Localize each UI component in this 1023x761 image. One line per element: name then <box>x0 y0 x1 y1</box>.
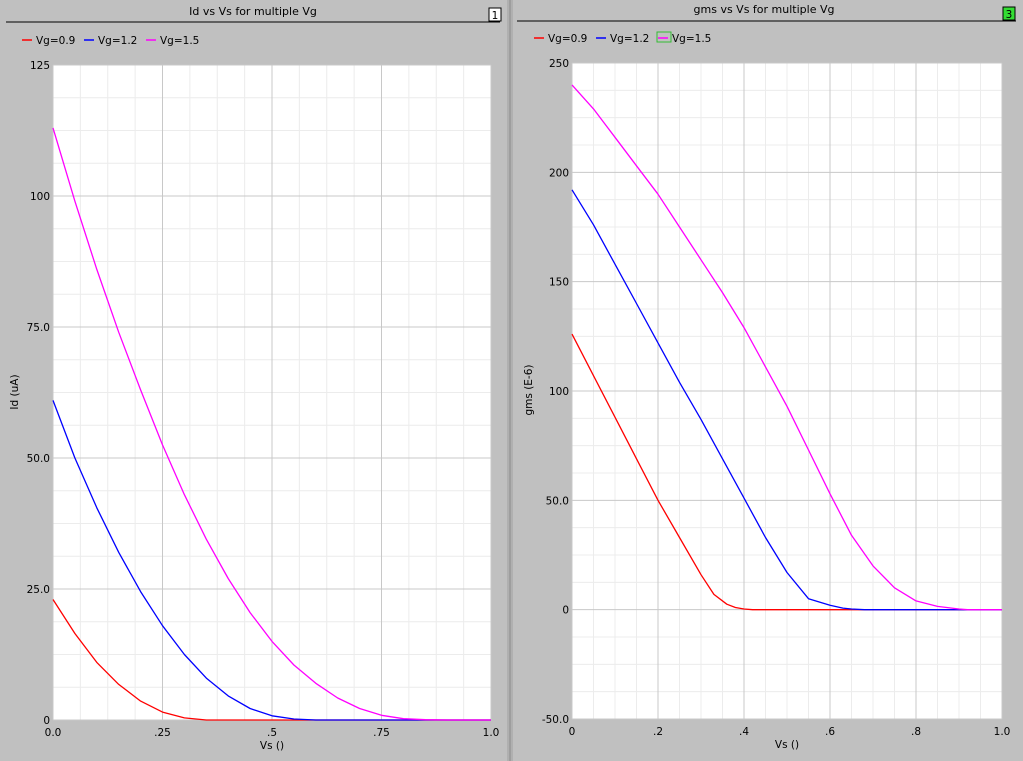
y-tick-label: 125 <box>30 60 50 72</box>
y-tick-label: -50.0 <box>542 714 569 726</box>
x-tick-label: .6 <box>825 726 835 738</box>
tick-labels: 0.0 .25 .5 .75 1.0 0 25.0 50.0 75.0 100 125 <box>27 60 500 739</box>
panel-id-vs-vs[interactable]: Id vs Vs for multiple Vg 1 Vg=0.9 Vg=1.2 V… <box>6 5 502 752</box>
legend-label: Vg=1.2 <box>610 33 649 45</box>
panel-gms-vs-vs[interactable]: gms vs Vs for multiple Vg 3 Vg=0.9 Vg=1.2… <box>517 3 1016 751</box>
panel-number-icon[interactable]: 1 <box>488 7 502 22</box>
series-line-vg-1-5[interactable] <box>52 127 491 721</box>
panel-number-icon-active[interactable]: 3 <box>1002 6 1016 21</box>
legend-item[interactable]: Vg=1.2 <box>84 35 137 47</box>
grid <box>571 62 1003 720</box>
legend-label: Vg=1.5 <box>672 33 711 45</box>
legend-item[interactable]: Vg=1.5 <box>656 31 711 45</box>
legend: Vg=0.9 Vg=1.2 Vg=1.5 <box>534 31 711 45</box>
y-axis-label: gms (E-6) <box>523 365 535 416</box>
y-tick-label: 250 <box>549 58 569 70</box>
chart-title: Id vs Vs for multiple Vg <box>189 5 317 18</box>
legend-item[interactable]: Vg=0.9 <box>22 35 75 47</box>
y-tick-label: 100 <box>549 386 569 398</box>
x-tick-label: 0 <box>569 726 576 738</box>
legend: Vg=0.9 Vg=1.2 Vg=1.5 <box>22 35 199 47</box>
y-tick-label: 0 <box>43 715 50 727</box>
grid <box>52 64 492 721</box>
series-line-vg-1-2[interactable] <box>52 400 491 721</box>
x-axis-label: Vs () <box>260 740 284 752</box>
x-tick-label: 1.0 <box>483 727 500 739</box>
series-group <box>52 127 491 721</box>
panel-number: 3 <box>1006 9 1013 21</box>
chart-title: gms vs Vs for multiple Vg <box>694 3 835 16</box>
legend-label: Vg=1.2 <box>98 35 137 47</box>
legend-label: Vg=0.9 <box>548 33 587 45</box>
x-axis-label: Vs () <box>775 739 799 751</box>
panel-number: 1 <box>492 10 499 22</box>
x-tick-label: .75 <box>373 727 390 739</box>
y-tick-label: 50.0 <box>546 495 569 507</box>
y-tick-label: 25.0 <box>27 584 50 596</box>
legend-label: Vg=1.5 <box>160 35 199 47</box>
legend-item[interactable]: Vg=1.2 <box>596 33 649 45</box>
y-tick-label: 150 <box>549 277 569 289</box>
legend-item[interactable]: Vg=1.5 <box>146 35 199 47</box>
y-tick-label: 50.0 <box>27 453 50 465</box>
x-tick-label: 0.0 <box>45 727 62 739</box>
legend-selected-box <box>656 31 672 43</box>
y-tick-label: 200 <box>549 167 569 179</box>
y-tick-label: 100 <box>30 191 50 203</box>
x-tick-label: .5 <box>267 727 277 739</box>
x-tick-label: .8 <box>911 726 921 738</box>
series-group <box>571 84 1002 611</box>
legend-label: Vg=0.9 <box>36 35 75 47</box>
series-line-vg-1-2[interactable] <box>571 189 1002 611</box>
y-tick-label: 0 <box>562 605 569 617</box>
y-tick-label: 75.0 <box>27 322 50 334</box>
y-axis-label: Id (uA) <box>9 374 21 409</box>
x-tick-label: .25 <box>154 727 171 739</box>
series-line-vg-1-5[interactable] <box>571 84 1002 611</box>
x-tick-label: 1.0 <box>994 726 1011 738</box>
x-tick-label: .4 <box>739 726 749 738</box>
legend-item[interactable]: Vg=0.9 <box>534 33 587 45</box>
x-tick-label: .2 <box>653 726 663 738</box>
